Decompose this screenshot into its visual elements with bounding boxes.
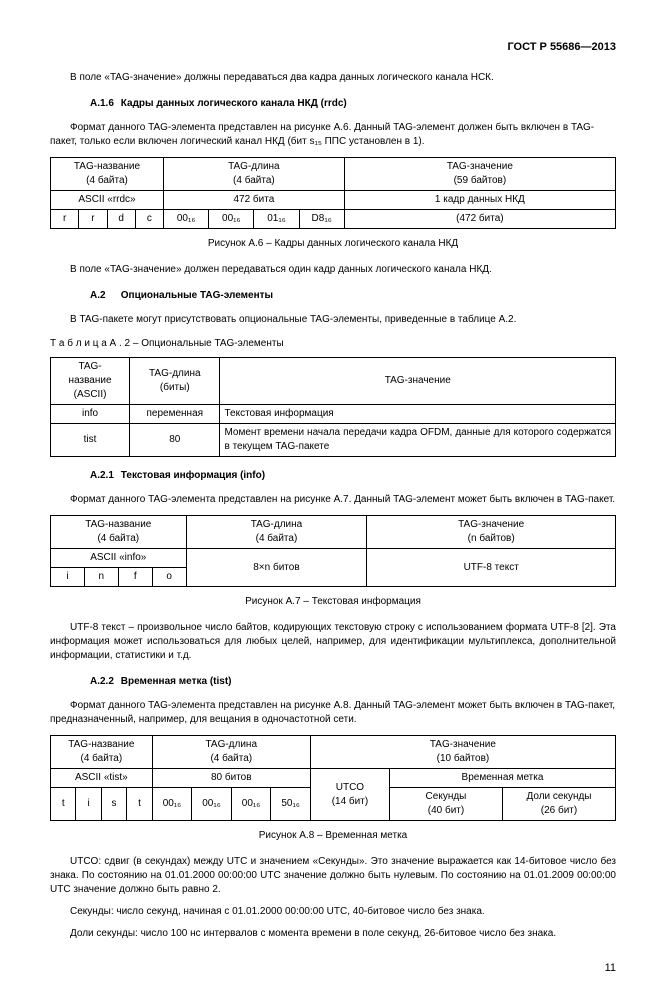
cell: Доли секунды	[526, 791, 591, 802]
cell: (4 байта)	[81, 753, 123, 764]
table-a6: TAG-название (4 байта) TAG-длина (4 байта)…	[50, 157, 616, 229]
page-number: 11	[50, 961, 616, 976]
cell: TAG-значение	[458, 519, 524, 530]
cell: TAG-название	[74, 161, 140, 172]
section-heading: А.2.1 Текстовая информация (info)	[50, 469, 616, 483]
cell: переменная	[130, 405, 220, 424]
section-title: Кадры данных логического канала НКД (rrd…	[121, 98, 347, 109]
cell: TAG-название	[68, 739, 134, 750]
paragraph: UTF-8 текст – произвольное число байтов,…	[50, 621, 616, 663]
table-a7: TAG-название (4 байта) TAG-длина (4 байта)…	[50, 515, 616, 587]
paragraph: В поле «TAG-значение» должны передаватьс…	[50, 71, 616, 85]
cell: (10 байтов)	[437, 753, 490, 764]
cell: D8₁₆	[299, 210, 344, 229]
cell: d	[107, 210, 135, 229]
cell: TAG-название	[85, 519, 151, 530]
cell: (40 бит)	[428, 805, 464, 816]
cell: (59 байтов)	[454, 175, 507, 186]
cell: (4 байта)	[233, 175, 275, 186]
paragraph: Формат данного TAG-элемента представлен …	[50, 493, 616, 507]
cell: TAG-длина	[228, 161, 279, 172]
paragraph: Формат данного TAG-элемента представлен …	[50, 121, 616, 149]
figure-caption: Рисунок А.6 – Кадры данных логического к…	[50, 237, 616, 251]
cell: r	[51, 210, 79, 229]
cell: f	[118, 568, 152, 587]
cell: UTCO	[336, 782, 364, 793]
cell: UTF-8 текст	[367, 549, 616, 587]
cell: 1 кадр данных НКД	[344, 191, 615, 210]
section-heading: А.2.2 Временная метка (tist)	[50, 675, 616, 689]
cell: t	[51, 788, 76, 821]
cell: TAG-значение	[430, 739, 496, 750]
cell: 00₁₆	[231, 788, 271, 821]
table-a8: TAG-название (4 байта) TAG-длина (4 байта)…	[50, 735, 616, 821]
doc-header: ГОСТ Р 55686—2013	[50, 40, 616, 55]
cell: Временная метка	[389, 769, 615, 788]
table-title: Т а б л и ц а А . 2 – Опциональные TAG-э…	[50, 337, 616, 351]
cell: 472 бита	[164, 191, 345, 210]
cell: (4 байта)	[210, 753, 252, 764]
cell: i	[51, 568, 85, 587]
cell: 01₁₆	[254, 210, 299, 229]
cell: TAG- название (ASCII)	[51, 358, 130, 405]
cell: (n байтов)	[468, 533, 515, 544]
cell: i	[76, 788, 101, 821]
section-title: Временная метка (tist)	[121, 676, 232, 687]
paragraph: В поле «TAG-значение» должен передаватьс…	[50, 263, 616, 277]
cell: o	[152, 568, 186, 587]
cell: 00₁₆	[152, 788, 192, 821]
cell: TAG-длина	[206, 739, 257, 750]
cell: 80 битов	[152, 769, 310, 788]
section-number: А.2.1	[70, 469, 118, 483]
section-title: Текстовая информация (info)	[121, 470, 265, 481]
cell: 00₁₆	[164, 210, 209, 229]
cell: TAG-длина (биты)	[130, 358, 220, 405]
cell: (4 байта)	[97, 533, 139, 544]
paragraph: Формат данного TAG-элемента представлен …	[50, 699, 616, 727]
table-a2: TAG- название (ASCII) TAG-длина (биты) T…	[50, 357, 616, 457]
cell: Момент времени начала передачи кадра OFD…	[220, 424, 616, 457]
section-title: Опциональные TAG-элементы	[121, 290, 273, 301]
cell: 50₁₆	[271, 788, 311, 821]
cell: TAG-значение	[447, 161, 513, 172]
paragraph: Секунды: число секунд, начиная с 01.01.2…	[50, 905, 616, 919]
cell: (4 байта)	[256, 533, 298, 544]
cell: Секунды	[426, 791, 467, 802]
section-number: А.1.6	[70, 97, 118, 111]
cell: (14 бит)	[332, 796, 368, 807]
section-heading: А.2 Опциональные TAG-элементы	[50, 289, 616, 303]
cell: ASCII «info»	[51, 549, 187, 568]
cell: info	[51, 405, 130, 424]
cell: 00₁₆	[209, 210, 254, 229]
cell: 80	[130, 424, 220, 457]
cell: (26 бит)	[541, 805, 577, 816]
cell: Текстовая информация	[220, 405, 616, 424]
cell: TAG-значение	[220, 358, 616, 405]
cell: t	[127, 788, 152, 821]
cell: r	[79, 210, 107, 229]
cell: c	[135, 210, 163, 229]
cell: 8×n битов	[186, 549, 367, 587]
section-number: А.2	[70, 289, 118, 303]
figure-caption: Рисунок А.7 – Текстовая информация	[50, 595, 616, 609]
cell: ASCII «rrdc»	[51, 191, 164, 210]
section-number: А.2.2	[70, 675, 118, 689]
cell: tist	[51, 424, 130, 457]
cell: ASCII «tist»	[51, 769, 153, 788]
figure-caption: Рисунок А.8 – Временная метка	[50, 829, 616, 843]
paragraph: UTCO: сдвиг (в секундах) между UTC и зна…	[50, 855, 616, 897]
paragraph: В TAG-пакете могут присутствовать опцион…	[50, 313, 616, 327]
cell: (4 байта)	[86, 175, 128, 186]
cell: 00₁₆	[192, 788, 232, 821]
section-heading: А.1.6 Кадры данных логического канала НК…	[50, 97, 616, 111]
cell: n	[84, 568, 118, 587]
paragraph: Доли секунды: число 100 нс интервалов с …	[50, 927, 616, 941]
cell: TAG-длина	[251, 519, 302, 530]
cell: s	[101, 788, 126, 821]
cell: (472 бита)	[344, 210, 615, 229]
